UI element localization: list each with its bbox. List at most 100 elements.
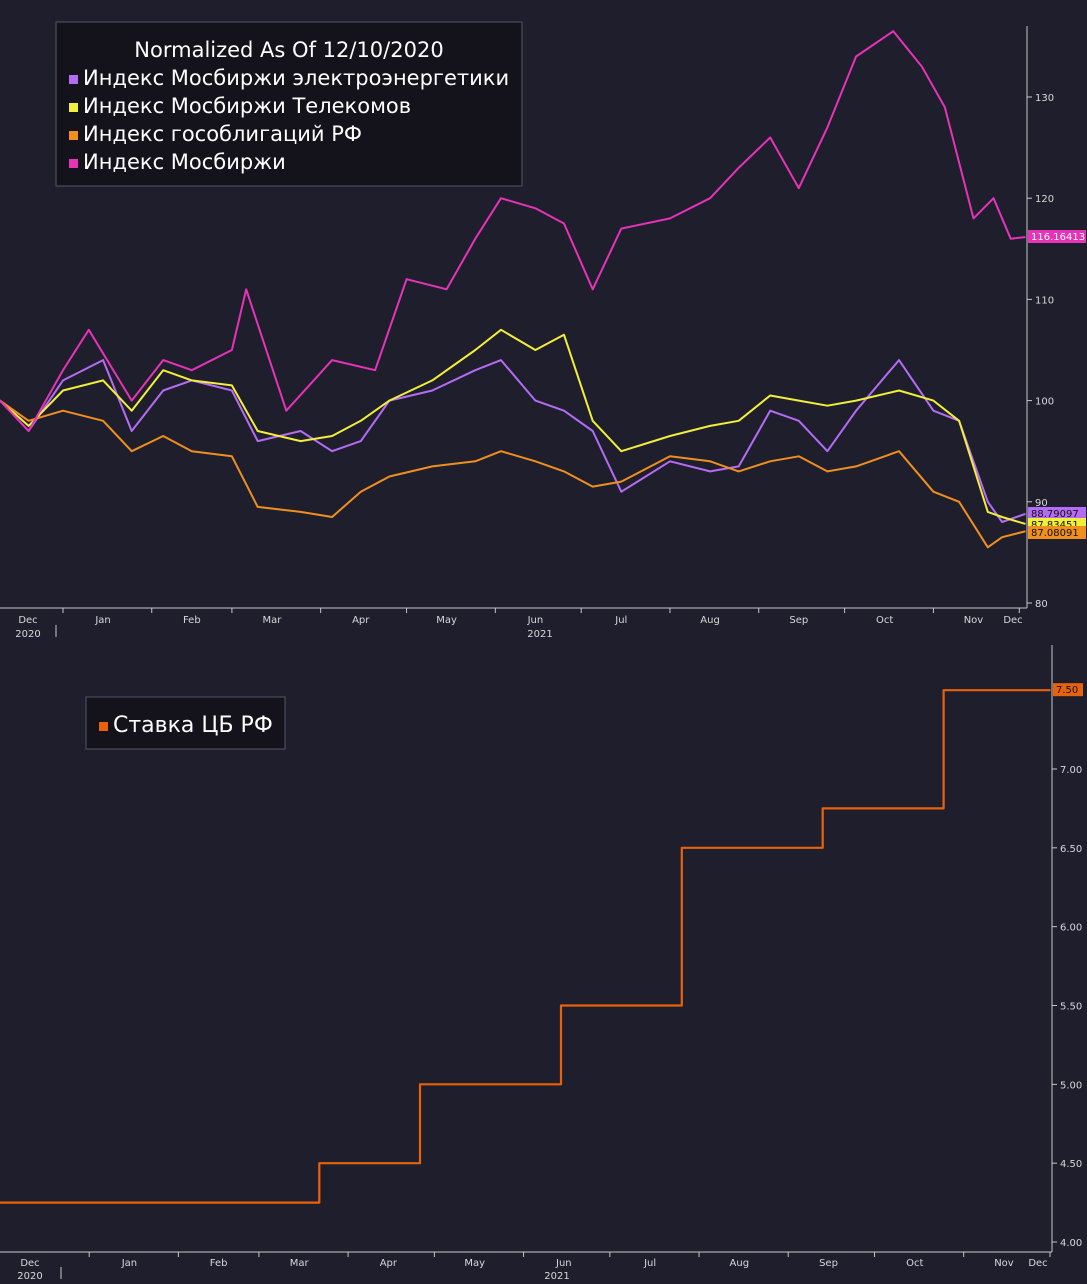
legend: Normalized As Of 12/10/2020 Индекс Мосбир… [55,21,523,187]
y-tick-label: 7.00 [1060,765,1082,776]
series-point-bonds [388,475,391,478]
series-point-bonds [620,480,623,483]
y-tick-label: 4.00 [1060,1238,1082,1249]
series-point-electro [474,369,477,372]
series-point-telecom [1001,516,1003,518]
series-point-bonds [898,450,900,453]
series-point-bonds [299,511,302,513]
series-point-bonds [534,460,537,463]
series-point-electro [299,430,302,432]
x-tick-label: Jun [555,1258,572,1269]
legend-entry: Индекс Мосбиржи Телекомов [83,94,411,118]
series-point-telecom [898,389,900,392]
x-tick-label: Dec [1003,615,1022,626]
chart-panel-1: 80 90 100 110 120 130 Dec Jan Feb Mar Apr May Jun Jul… [0,21,1086,640]
series-point-key_rate [821,807,824,810]
y-tick-label: 90 [1035,498,1048,509]
series-point-telecom [256,430,259,432]
series-point-electro [534,399,537,402]
series-point-bonds [359,490,362,493]
series-point-moex [620,227,623,230]
series-point-key_rate [419,1083,421,1086]
series-point-telecom [826,404,829,407]
series-line-bonds [0,399,1026,549]
series-point-moex [769,136,771,139]
last-value-tag [1028,526,1086,539]
series-point-electro [1024,513,1026,515]
series-line-moex [0,30,1026,432]
x-tick-label: Apr [380,1258,398,1269]
x-tick-label: Dec [1028,1258,1047,1269]
series-point-moex [374,369,376,372]
series-point-electro [855,409,857,412]
series-point-electro [986,501,989,503]
series-point-electro [826,450,829,453]
y-tick-label: 100 [1035,397,1054,408]
series-point-electro [256,440,259,442]
last-value-label: 87.08091 [1028,526,1086,539]
series-point-bonds [1024,530,1026,533]
x-tick-label: Nov [964,615,984,626]
legend-swatch [69,75,78,84]
series-point-telecom [1024,522,1026,525]
series-point-key_rate [1049,689,1051,691]
series-point-moex [855,55,857,58]
series-point-telecom [563,334,565,336]
x-tick-label: May [464,1258,485,1269]
series-point-telecom [474,349,477,351]
x-year-label: 2021 [544,1271,569,1280]
chart-panel-2: 4.00 4.50 5.00 5.50 6.00 6.50 7.00 Dec Jan Feb Mar… [0,645,1083,1282]
series-point-moex [191,369,193,372]
series-point-moex [62,369,64,372]
series-point-bonds [431,465,434,468]
series-point-electro [769,409,771,412]
legend-swatch [99,722,108,731]
series-point-telecom [855,399,857,402]
series-point-telecom [231,384,233,387]
series-point-bonds [932,490,935,493]
last-value-label: 116.16413 [1028,230,1086,243]
series-point-bonds [855,465,857,468]
series-point-electro [130,430,133,432]
legend-box [85,696,286,750]
chart-title: Normalized As Of 12/10/2020 [134,38,443,62]
series-point-bonds [191,450,193,453]
series-point-bonds [231,455,233,458]
series-point-electro [563,409,565,412]
y-tick-label: 6.00 [1060,923,1082,934]
series-point-bonds [709,460,711,463]
x-tick-label: Mar [290,1258,310,1269]
y-tick-label: 110 [1035,295,1054,306]
series-point-moex [27,430,30,432]
series-point-key_rate [318,1162,321,1164]
series-point-telecom [534,349,537,351]
x-tick-label: Jul [643,1258,656,1269]
series-point-telecom [958,420,960,422]
series-point-electro [500,359,502,361]
series-point-electro [737,465,740,468]
series-point-moex [563,222,565,225]
x-tick-label: Mar [263,615,283,626]
y-tick-label: 6.50 [1060,844,1082,855]
y-tick-label: 5.00 [1060,1080,1082,1091]
series-point-telecom [986,511,989,513]
x-tick-label: Sep [819,1258,838,1269]
legend-swatch [69,103,78,112]
legend: Ставка ЦБ РФ [85,696,286,750]
series-point-bonds [669,455,671,458]
series-point-key_rate [0,1201,1,1204]
series-point-telecom [669,435,671,437]
series-point-electro [62,379,64,382]
series-point-moex [445,288,448,291]
last-value-label: 7.50 [1053,683,1083,697]
series-point-telecom [798,399,800,402]
x-tick-label: Dec [18,615,37,626]
series-point-key_rate [942,689,945,691]
series-point-electro [932,409,935,412]
series-point-electro [431,389,434,392]
x-tick-label: Aug [700,615,720,626]
series-point-bonds [958,501,960,503]
series-point-bonds [769,460,771,463]
